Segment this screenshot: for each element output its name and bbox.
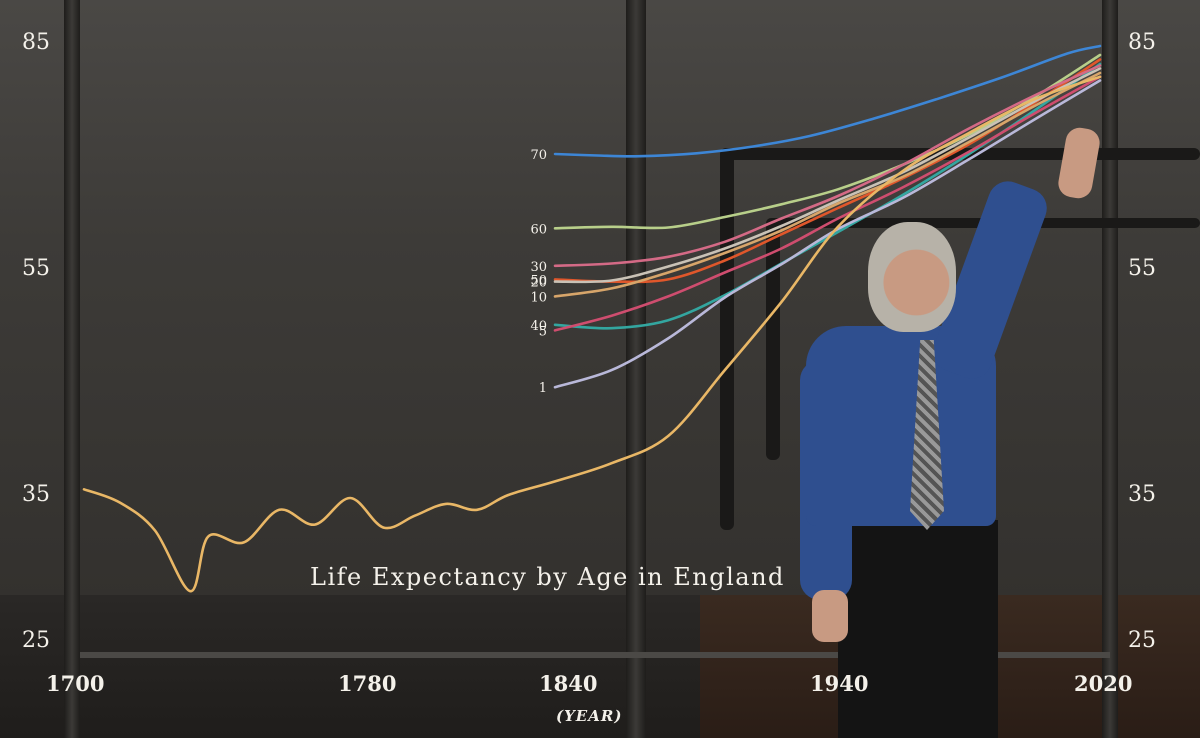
series-label-age-20: 20 (530, 276, 547, 291)
presenter-left-hand (812, 590, 848, 642)
presenter-legs (838, 520, 998, 738)
series-label-age-1: 1 (539, 381, 547, 396)
y-tick-right-55: 55 (1128, 256, 1156, 281)
series-line-age-30 (553, 64, 1102, 268)
left-post (64, 0, 80, 738)
series-line-age-5 (553, 75, 1102, 332)
chart-title: Life Expectancy by Age in England (310, 563, 785, 591)
series-line-age-70 (553, 44, 1102, 158)
series-label-age-60: 60 (530, 222, 547, 237)
x-tick-2020: 2020 (1074, 671, 1133, 696)
series-label-age-5: 5 (539, 324, 547, 339)
presenter-head (868, 222, 956, 332)
series-line-age-10 (553, 71, 1102, 298)
y-tick-right-85: 85 (1128, 30, 1156, 55)
series-line-at-birth (82, 75, 1102, 593)
x-tick-1700: 1700 (46, 671, 105, 696)
x-axis-label: (YEAR) (556, 707, 623, 725)
series-layer (82, 44, 1102, 593)
y-tick-left-25: 25 (22, 628, 50, 653)
center-post (626, 0, 646, 738)
pipe-vertical-1 (720, 150, 734, 530)
series-label-age-30: 30 (530, 260, 547, 275)
y-tick-right-35: 35 (1128, 482, 1156, 507)
y-tick-right-25: 25 (1128, 628, 1156, 653)
y-tick-left-85: 85 (22, 30, 50, 55)
right-post (1102, 0, 1118, 738)
series-line-age-50 (553, 58, 1102, 284)
series-line-age-1 (553, 79, 1102, 389)
pipe-vertical-2 (766, 220, 780, 460)
x-tick-1940: 1940 (810, 671, 869, 696)
series-line-age-60 (553, 53, 1102, 230)
series-label-age-50: 50 (530, 273, 547, 288)
y-tick-left-55: 55 (22, 256, 50, 281)
x-tick-1840: 1840 (539, 671, 598, 696)
x-tick-1780: 1780 (338, 671, 397, 696)
series-label-age-70: 70 (530, 148, 547, 163)
y-tick-left-35: 35 (22, 482, 50, 507)
series-line-age-20 (553, 67, 1102, 284)
floor-rail (80, 652, 1110, 658)
series-label-age-10: 10 (530, 290, 547, 305)
series-label-age-40: 40 (530, 319, 547, 334)
